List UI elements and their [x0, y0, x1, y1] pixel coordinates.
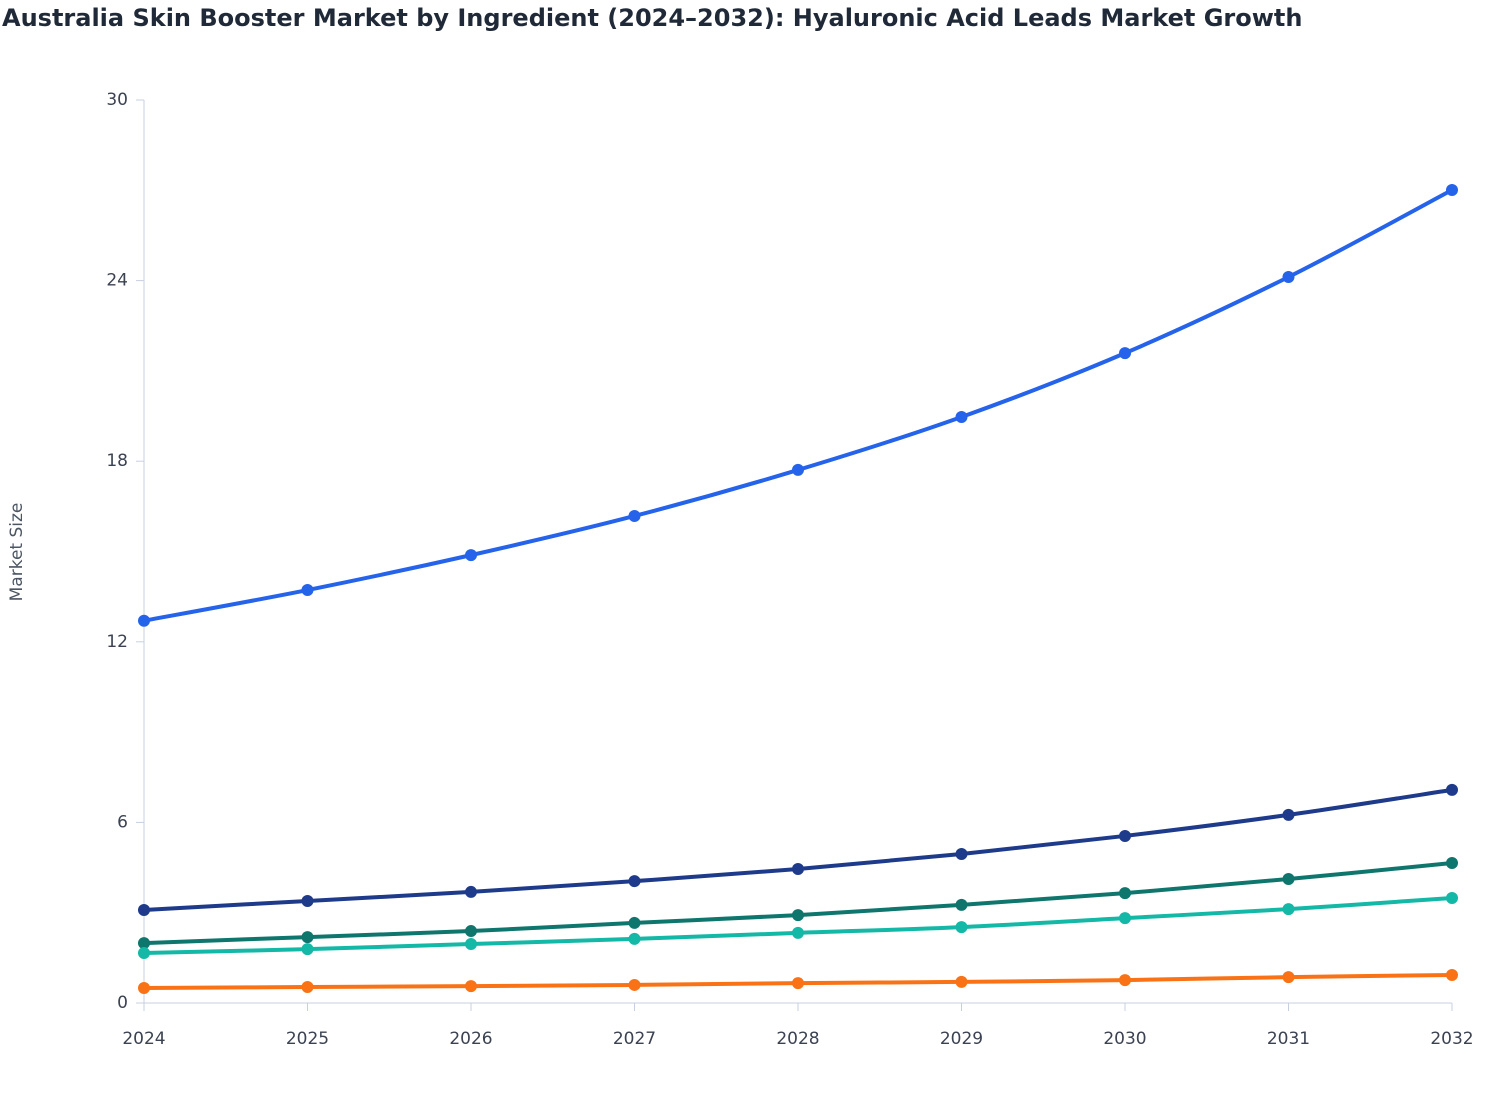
y-tick-label: 30	[106, 90, 128, 110]
data-point	[1119, 829, 1131, 842]
y-axis-label: Market Size	[7, 503, 27, 602]
data-point	[1282, 808, 1295, 821]
data-point	[1446, 783, 1458, 796]
data-point	[138, 937, 150, 950]
data-point	[138, 614, 150, 627]
data-point	[1119, 912, 1131, 925]
data-point	[465, 938, 477, 951]
data-point	[138, 903, 150, 916]
y-tick-label: 12	[106, 632, 128, 652]
x-tick-label: 2031	[1267, 1029, 1310, 1049]
data-point	[628, 932, 641, 945]
data-point	[465, 980, 477, 993]
data-point	[1446, 857, 1458, 870]
data-point	[792, 909, 804, 922]
data-point	[1446, 891, 1458, 904]
data-point	[955, 921, 968, 934]
data-point	[1282, 270, 1295, 283]
x-tick-label: 2025	[286, 1029, 329, 1049]
data-point	[955, 848, 968, 861]
y-tick-label: 18	[106, 451, 128, 471]
data-point	[301, 981, 314, 994]
data-point	[628, 509, 641, 522]
data-point	[1119, 347, 1131, 360]
y-tick-label: 24	[106, 271, 128, 291]
data-point	[792, 863, 804, 876]
data-point	[301, 894, 314, 907]
data-point	[628, 916, 641, 929]
data-point	[465, 885, 477, 898]
x-tick-label: 2024	[122, 1029, 165, 1049]
series-line	[143, 787, 1453, 912]
data-point	[792, 977, 804, 990]
series-line	[143, 895, 1453, 956]
x-tick-label: 2028	[776, 1029, 819, 1049]
x-tick-label: 2029	[940, 1029, 983, 1049]
data-point	[1119, 887, 1131, 900]
data-point	[628, 978, 641, 991]
data-point	[301, 584, 314, 597]
data-point	[1446, 183, 1458, 196]
data-point	[138, 981, 150, 994]
series-line	[143, 188, 1453, 623]
chart-title: Australia Skin Booster Market by Ingredi…	[2, 4, 1302, 32]
data-point	[465, 925, 477, 938]
data-point	[955, 898, 968, 911]
data-point	[792, 463, 804, 476]
data-point	[301, 931, 314, 944]
data-point	[1282, 872, 1295, 885]
x-tick-label: 2026	[449, 1029, 492, 1049]
data-point	[301, 943, 314, 956]
data-point	[628, 875, 641, 888]
data-point	[1282, 903, 1295, 916]
data-point	[465, 549, 477, 562]
data-point	[955, 410, 968, 423]
data-point	[955, 975, 968, 988]
y-tick-label: 0	[117, 993, 128, 1013]
y-tick-label: 6	[117, 812, 128, 832]
x-tick-label: 2030	[1103, 1029, 1146, 1049]
data-point	[1119, 974, 1131, 987]
data-point	[792, 926, 804, 939]
x-tick-label: 2027	[613, 1029, 656, 1049]
data-point	[138, 947, 150, 960]
data-point	[1446, 969, 1458, 982]
data-point	[1282, 971, 1295, 984]
x-tick-label: 2032	[1430, 1029, 1473, 1049]
